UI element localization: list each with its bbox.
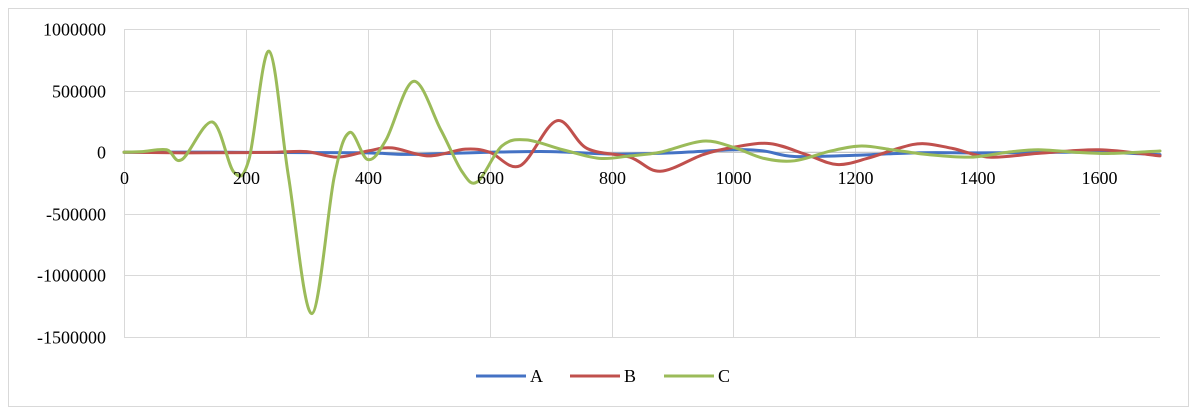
series-line-c [122, 49, 1162, 316]
y-axis-ticks: 1000000 500000 0 -500000 -1000000 -1500000 [37, 20, 106, 348]
chart-border [8, 8, 1189, 407]
x-tick-label: 1400 [960, 168, 996, 188]
x-tick-label: 400 [355, 168, 382, 188]
y-tick-label: -1500000 [37, 328, 106, 348]
x-tick-label: 1000 [716, 168, 752, 188]
series-lines [122, 49, 1162, 316]
y-tick-label: 1000000 [43, 20, 106, 40]
x-tick-label: 1600 [1082, 168, 1118, 188]
x-tick-label: 0 [120, 168, 129, 188]
x-tick-label: 200 [233, 168, 260, 188]
y-tick-label: -1000000 [37, 266, 106, 286]
x-tick-label: 800 [599, 168, 626, 188]
legend-label-b: B [624, 366, 636, 386]
legend-label-c: C [718, 366, 730, 386]
y-tick-label: 500000 [52, 82, 106, 102]
x-tick-label: 1200 [838, 168, 874, 188]
y-tick-label: -500000 [46, 205, 106, 225]
legend-label-a: A [530, 366, 543, 386]
y-tick-label: 0 [97, 143, 106, 163]
x-axis-ticks: 0 200 400 600 800 1000 1200 1400 1600 [120, 168, 1118, 188]
legend: A B C [476, 366, 730, 386]
x-tick-label: 600 [477, 168, 504, 188]
